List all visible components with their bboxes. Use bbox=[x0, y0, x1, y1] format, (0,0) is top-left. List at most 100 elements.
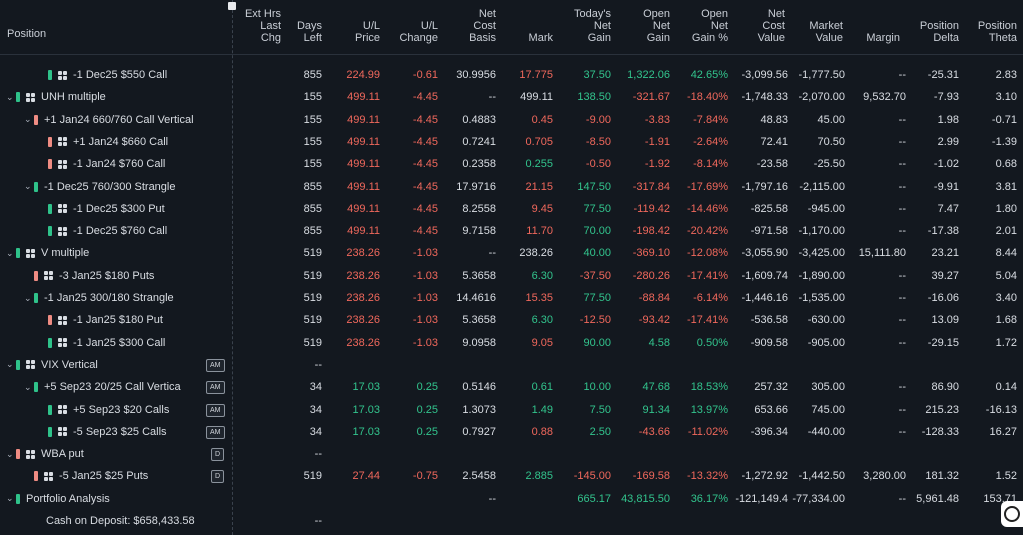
grid-icon[interactable] bbox=[58, 226, 67, 236]
chevron-down-icon[interactable]: ⌄ bbox=[6, 493, 14, 504]
table-row[interactable]: ⌄ V multiple 519 238.26 -1.03 -- 238.26 40.00 -3… bbox=[0, 242, 1023, 264]
table-row[interactable]: -3 Jan25 $180 Puts 519 238.26 -1.03 5.3658 6.… bbox=[0, 265, 1023, 287]
net-cost-value-cell: 72.41 bbox=[760, 135, 788, 148]
position-label[interactable]: Portfolio Analysis bbox=[26, 492, 110, 505]
net-cost-basis-cell: 1.3073 bbox=[462, 403, 496, 416]
position-label[interactable]: -5 Sep23 $25 Calls bbox=[73, 425, 167, 438]
grid-icon[interactable] bbox=[26, 92, 35, 102]
table-row[interactable]: Cash on Deposit: $658,433.58 -- bbox=[0, 510, 1023, 532]
table-row[interactable]: +5 Sep23 $20 Calls AM 34 17.03 0.25 1.3073 1.4… bbox=[0, 399, 1023, 421]
header-ext-hrs-last-chg[interactable]: Ext Hrs Last Chg bbox=[244, 8, 281, 44]
short-position-indicator bbox=[48, 203, 52, 214]
position-label[interactable]: +5 Sep23 20/25 Call Vertica bbox=[44, 381, 181, 394]
table-row[interactable]: +1 Jan24 $660 Call 155 499.11 -4.45 0.7241 0.… bbox=[0, 131, 1023, 153]
table-row[interactable]: ⌄ -1 Jan25 300/180 Strangle 519 238.26 -1.03… bbox=[0, 287, 1023, 309]
position-label[interactable]: UNH multiple bbox=[41, 91, 106, 104]
chevron-down-icon[interactable]: ⌄ bbox=[6, 91, 14, 102]
position-label[interactable]: -1 Dec25 $300 Put bbox=[73, 202, 165, 215]
grid-icon[interactable] bbox=[58, 427, 67, 437]
table-row[interactable]: ⌄ UNH multiple 155 499.11 -4.45 -- 499.11 138.5… bbox=[0, 86, 1023, 108]
grid-icon[interactable] bbox=[58, 70, 67, 80]
grid-icon[interactable] bbox=[26, 360, 35, 370]
table-row[interactable]: ⌄ -1 Dec25 760/300 Strangle 855 499.11 -4.45… bbox=[0, 176, 1023, 198]
open-net-gain-cell: -1.91 bbox=[644, 135, 670, 148]
position-label[interactable]: WBA put bbox=[41, 448, 84, 461]
header-position-theta[interactable]: Position Theta bbox=[977, 20, 1017, 44]
table-row[interactable]: ⌄ +5 Sep23 20/25 Call Vertica AM 34 17.03 0.2… bbox=[0, 376, 1023, 398]
position-label[interactable]: V multiple bbox=[41, 247, 90, 260]
assistant-icon[interactable] bbox=[1001, 501, 1023, 527]
header-ul-change[interactable]: U/L Change bbox=[399, 20, 438, 44]
header-open-net-gain-pct[interactable]: Open Net Gain % bbox=[691, 8, 728, 44]
grid-icon[interactable] bbox=[58, 204, 67, 214]
grid-icon[interactable] bbox=[58, 315, 67, 325]
position-label[interactable]: -1 Jan25 300/180 Strangle bbox=[44, 292, 174, 304]
table-row[interactable]: -1 Dec25 $550 Call 855 224.99 -0.61 30.9956 1… bbox=[0, 64, 1023, 86]
header-mark[interactable]: Mark bbox=[528, 32, 553, 44]
ul-change-cell: 0.25 bbox=[416, 403, 438, 416]
header-position-delta[interactable]: Position Delta bbox=[919, 20, 959, 44]
grid-icon[interactable] bbox=[58, 405, 67, 414]
table-row[interactable]: ⌄ VIX Vertical AM -- bbox=[0, 354, 1023, 376]
table-row[interactable]: -5 Jan25 $25 Puts D 519 27.44 -0.75 2.5458 2.8… bbox=[0, 465, 1023, 487]
header-todays-net-gain[interactable]: Today's Net Gain bbox=[574, 8, 611, 44]
chevron-down-icon[interactable]: ⌄ bbox=[24, 114, 32, 125]
grid-icon[interactable] bbox=[26, 449, 35, 459]
table-row[interactable]: ⌄ WBA put D -- bbox=[0, 443, 1023, 465]
open-net-gain-cell: -169.58 bbox=[632, 470, 670, 483]
header-net-cost-value[interactable]: Net Cost Value bbox=[757, 8, 785, 44]
table-row[interactable]: -1 Jan24 $760 Call 155 499.11 -4.45 0.2358 0.… bbox=[0, 153, 1023, 175]
chevron-down-icon[interactable]: ⌄ bbox=[24, 381, 32, 392]
chevron-down-icon[interactable]: ⌄ bbox=[6, 247, 14, 258]
chevron-down-icon[interactable]: ⌄ bbox=[24, 292, 32, 303]
market-value-cell: -905.00 bbox=[807, 336, 845, 349]
table-row[interactable]: -1 Jan25 $300 Call 519 238.26 -1.03 9.0958 9.… bbox=[0, 332, 1023, 354]
position-label[interactable]: +1 Jan24 660/760 Call Vertical bbox=[44, 113, 194, 126]
ul-price-cell: 238.26 bbox=[346, 292, 380, 304]
grid-icon[interactable] bbox=[44, 471, 53, 481]
chevron-down-icon[interactable]: ⌄ bbox=[24, 181, 32, 191]
header-net-cost-basis[interactable]: Net Cost Basis bbox=[469, 8, 496, 44]
position-label[interactable]: Cash on Deposit: $658,433.58 bbox=[46, 515, 195, 527]
position-label[interactable]: -5 Jan25 $25 Puts bbox=[59, 470, 149, 483]
settlement-badge: D bbox=[211, 470, 225, 484]
todays-net-gain-cell: 2.50 bbox=[589, 425, 611, 438]
open-net-gain-cell: -280.26 bbox=[632, 269, 670, 282]
grid-icon[interactable] bbox=[58, 159, 67, 169]
position-label[interactable]: -1 Dec25 $760 Call bbox=[73, 225, 168, 238]
long-position-indicator bbox=[16, 449, 20, 460]
table-row[interactable]: -5 Sep23 $25 Calls AM 34 17.03 0.25 0.7927 0.8… bbox=[0, 421, 1023, 443]
market-value-cell: 305.00 bbox=[811, 381, 845, 394]
table-row[interactable]: -1 Jan25 $180 Put 519 238.26 -1.03 5.3658 6.3… bbox=[0, 309, 1023, 331]
header-days-left[interactable]: Days Left bbox=[296, 20, 322, 44]
position-label[interactable]: VIX Vertical bbox=[41, 358, 98, 371]
chevron-down-icon[interactable]: ⌄ bbox=[6, 448, 14, 459]
position-label[interactable]: -1 Dec25 760/300 Strangle bbox=[44, 180, 176, 193]
open-net-gain-cell: -198.42 bbox=[632, 225, 670, 238]
header-market-value[interactable]: Market Value bbox=[809, 20, 843, 44]
position-label[interactable]: -1 Jan24 $760 Call bbox=[73, 158, 166, 171]
header-position[interactable]: Position bbox=[7, 28, 47, 40]
table-row[interactable]: -1 Dec25 $760 Call 855 499.11 -4.45 9.7158 11… bbox=[0, 220, 1023, 242]
market-value-cell: -1,170.00 bbox=[798, 225, 845, 238]
table-row[interactable]: ⌄ Portfolio Analysis -- 665.17 43,815.50 36.1… bbox=[0, 488, 1023, 510]
position-label[interactable]: -1 Dec25 $550 Call bbox=[73, 69, 168, 81]
position-label[interactable]: -1 Jan25 $180 Put bbox=[73, 314, 163, 327]
short-position-indicator bbox=[48, 426, 52, 437]
ul-price-cell: 17.03 bbox=[352, 425, 380, 438]
table-row[interactable]: -1 Dec25 $300 Put 855 499.11 -4.45 8.2558 9.4… bbox=[0, 198, 1023, 220]
position-label[interactable]: -1 Jan25 $300 Call bbox=[73, 336, 166, 349]
grid-icon[interactable] bbox=[58, 338, 67, 348]
grid-icon[interactable] bbox=[44, 271, 53, 281]
header-open-net-gain[interactable]: Open Net Gain bbox=[643, 8, 670, 44]
position-label[interactable]: -3 Jan25 $180 Puts bbox=[59, 269, 155, 282]
position-label[interactable]: +1 Jan24 $660 Call bbox=[73, 135, 169, 148]
table-row[interactable]: ⌄ +1 Jan24 660/760 Call Vertical 155 499.11… bbox=[0, 109, 1023, 131]
position-label[interactable]: +5 Sep23 $20 Calls bbox=[73, 403, 170, 416]
column-pin-handle[interactable] bbox=[228, 2, 236, 10]
header-margin[interactable]: Margin bbox=[866, 32, 900, 44]
header-ul-price[interactable]: U/L Price bbox=[354, 20, 380, 44]
chevron-down-icon[interactable]: ⌄ bbox=[6, 359, 14, 370]
grid-icon[interactable] bbox=[58, 137, 67, 147]
grid-icon[interactable] bbox=[26, 248, 35, 258]
